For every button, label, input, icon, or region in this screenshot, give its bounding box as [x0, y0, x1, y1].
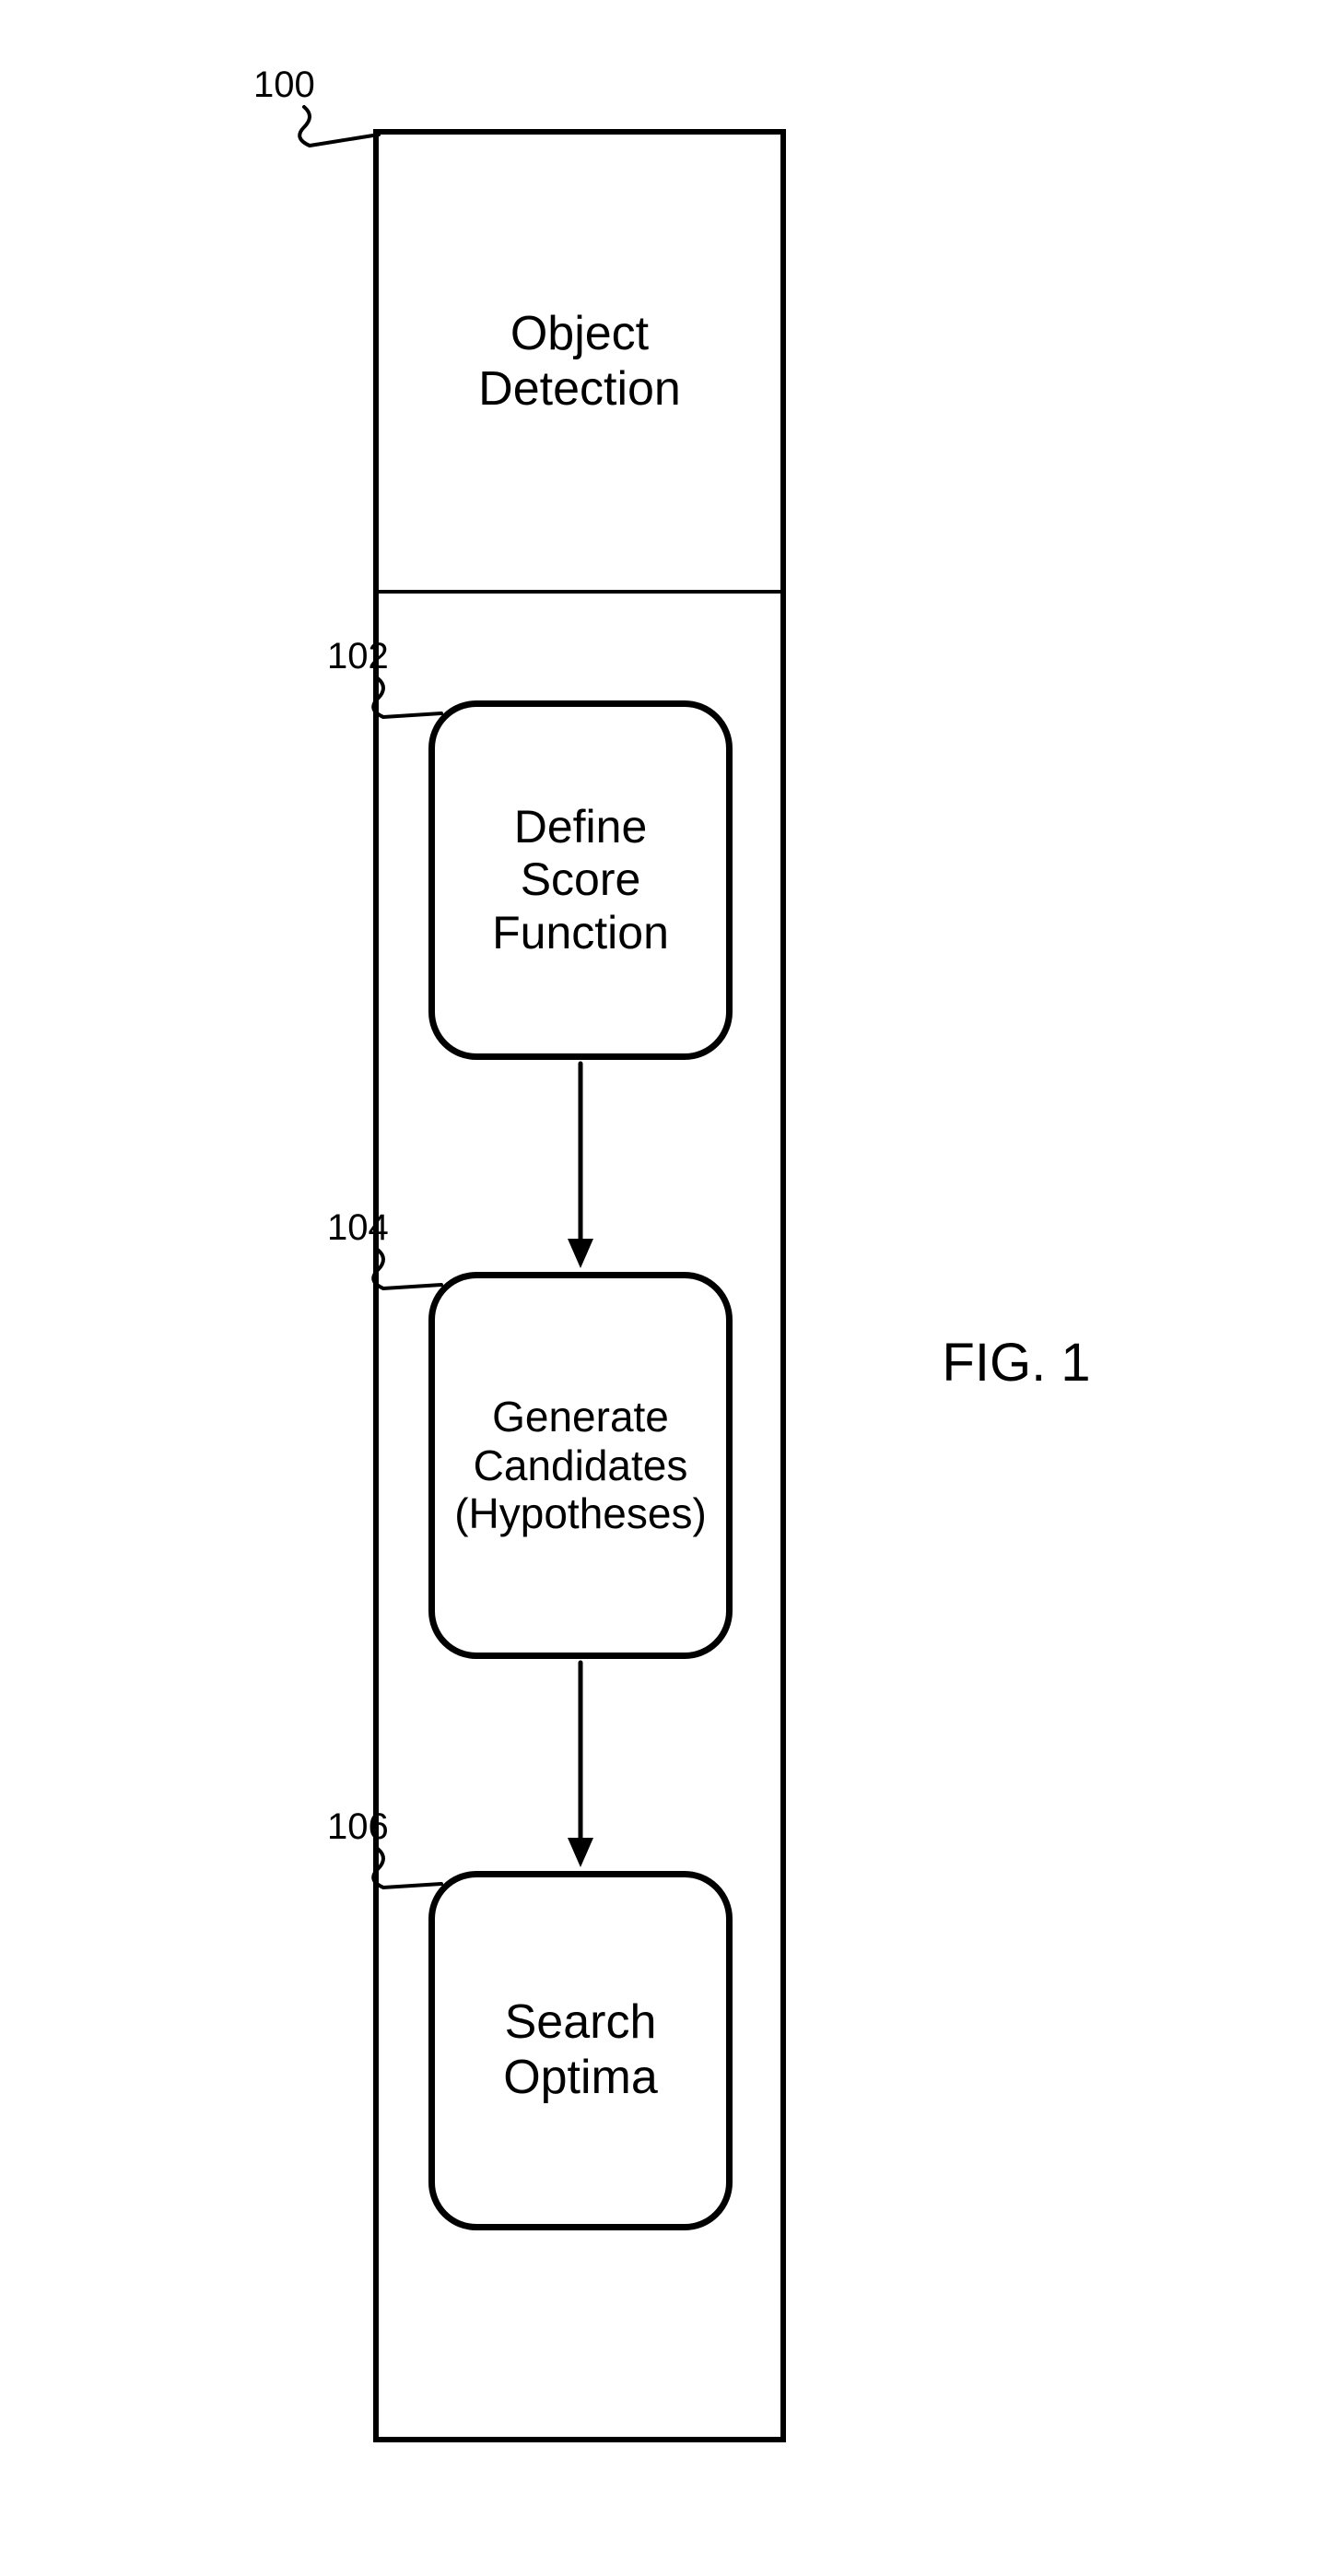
figure-caption: FIG. 1 [897, 1332, 1136, 1394]
leader-102 [359, 660, 478, 750]
node-define-score-function: DefineScoreFunction [428, 700, 733, 1060]
arrow-102-to-104 [544, 1064, 617, 1268]
arrow-104-to-106 [544, 1663, 617, 1867]
leader-106 [359, 1830, 478, 1921]
diagram-title: ObjectDetection [379, 135, 780, 590]
node-generate-candidates: GenerateCandidates(Hypotheses) [428, 1272, 733, 1659]
title-divider [379, 590, 780, 594]
leader-104 [359, 1231, 478, 1322]
node-search-optima: SearchOptima [428, 1871, 733, 2230]
